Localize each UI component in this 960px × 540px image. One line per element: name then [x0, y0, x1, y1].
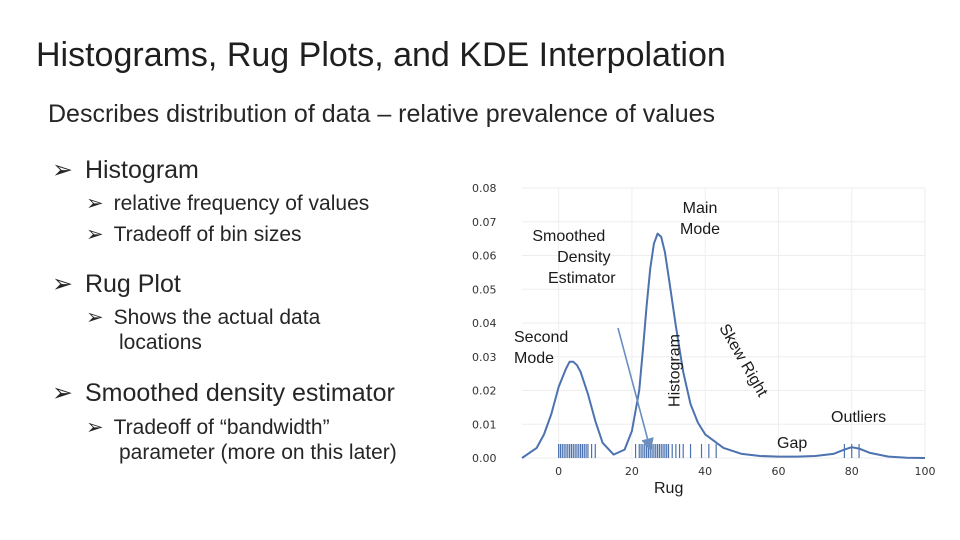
- arrow-bullet-icon: ➢: [86, 191, 104, 215]
- x-tick-label: 60: [771, 465, 785, 478]
- arrow-bullet-icon: ➢: [52, 269, 73, 298]
- sub-bullet-bin-sizes: ➢ Tradeoff of bin sizes: [86, 222, 302, 247]
- bullet-label: Histogram: [84, 156, 199, 184]
- page-title: Histograms, Rug Plots, and KDE Interpola…: [36, 36, 726, 74]
- density-curve: [521, 232, 926, 459]
- bullet-smoothed-density: ➢ Smoothed density estimator: [52, 378, 395, 408]
- x-tick-label: 20: [625, 465, 639, 478]
- annotation-smoothed-line2: Density: [557, 249, 611, 266]
- annotation-main-mode-line1: Main: [682, 200, 718, 217]
- y-tick-label: 0.02: [472, 385, 497, 398]
- sub-bullet-actual-locations: ➢ Shows the actual data locations: [86, 305, 320, 355]
- y-tick-label: 0.03: [472, 351, 497, 364]
- x-tick-label: 0: [555, 465, 562, 478]
- annotation-rug: Rug: [654, 480, 684, 497]
- annotation-second-line2: Mode: [514, 350, 555, 367]
- arrow-bullet-icon: ➢: [52, 155, 73, 184]
- slide-subtitle: Describes distribution of data – relativ…: [48, 100, 716, 128]
- sub-bullet-label-line1: Shows the actual data: [113, 306, 321, 329]
- y-tick-label: 0.08: [472, 182, 497, 195]
- annotation-second-mode: Second Mode: [514, 327, 568, 369]
- annotation-smoothed-density: Smoothed Density Estimator: [522, 226, 616, 289]
- kde-series-line: [521, 232, 926, 459]
- x-axis-ticks: 0 20 40 60 80 100: [555, 465, 935, 478]
- y-tick-label: 0.00: [472, 452, 497, 465]
- annotation-main-mode-line2: Mode: [680, 221, 721, 238]
- y-tick-label: 0.06: [472, 250, 497, 263]
- sub-bullet-label-line2: parameter (more on this later): [119, 441, 397, 464]
- annotation-histogram: Histogram: [666, 334, 684, 407]
- annotation-outliers: Outliers: [831, 409, 887, 426]
- bullet-label: Smoothed density estimator: [84, 379, 395, 407]
- arrow-bullet-icon: ➢: [86, 415, 104, 439]
- annotation-gap: Gap: [777, 435, 808, 452]
- y-tick-label: 0.07: [472, 216, 497, 229]
- y-axis-ticks: 0.00 0.01 0.02 0.03 0.04 0.05 0.06 0.07 0.08: [472, 182, 497, 465]
- grid-lines: [522, 187, 926, 459]
- annotation-smoothed-line1: Smoothed: [532, 228, 606, 245]
- y-tick-label: 0.05: [472, 283, 497, 296]
- sub-bullet-label: relative frequency of values: [113, 192, 370, 215]
- sub-bullet-bandwidth: ➢ Tradeoff of “bandwidth” parameter (more…: [86, 415, 397, 465]
- annotation-smoothed-line3: Estimator: [548, 270, 616, 287]
- x-tick-label: 40: [698, 465, 712, 478]
- x-tick-label: 100: [915, 465, 936, 478]
- sub-bullet-label: Tradeoff of bin sizes: [113, 223, 302, 246]
- bullet-histogram: ➢ Histogram: [52, 155, 199, 185]
- bullet-rug-plot: ➢ Rug Plot: [52, 269, 181, 299]
- sub-bullet-relative-frequency: ➢ relative frequency of values: [86, 191, 369, 216]
- x-tick-label: 80: [845, 465, 859, 478]
- y-tick-label: 0.04: [472, 317, 497, 330]
- annotation-second-line1: Second: [514, 329, 569, 346]
- sub-bullet-label-line2: locations: [119, 331, 202, 354]
- sub-bullet-label-line1: Tradeoff of “bandwidth”: [113, 416, 330, 439]
- bullet-label: Rug Plot: [84, 270, 181, 298]
- arrow-bullet-icon: ➢: [86, 222, 104, 246]
- arrow-bullet-icon: ➢: [86, 305, 104, 329]
- annotation-main-mode: Main Mode: [680, 198, 720, 240]
- y-tick-label: 0.01: [472, 418, 497, 431]
- arrow-bullet-icon: ➢: [52, 378, 73, 407]
- arrow-smoothed-to-curve: [617, 327, 654, 452]
